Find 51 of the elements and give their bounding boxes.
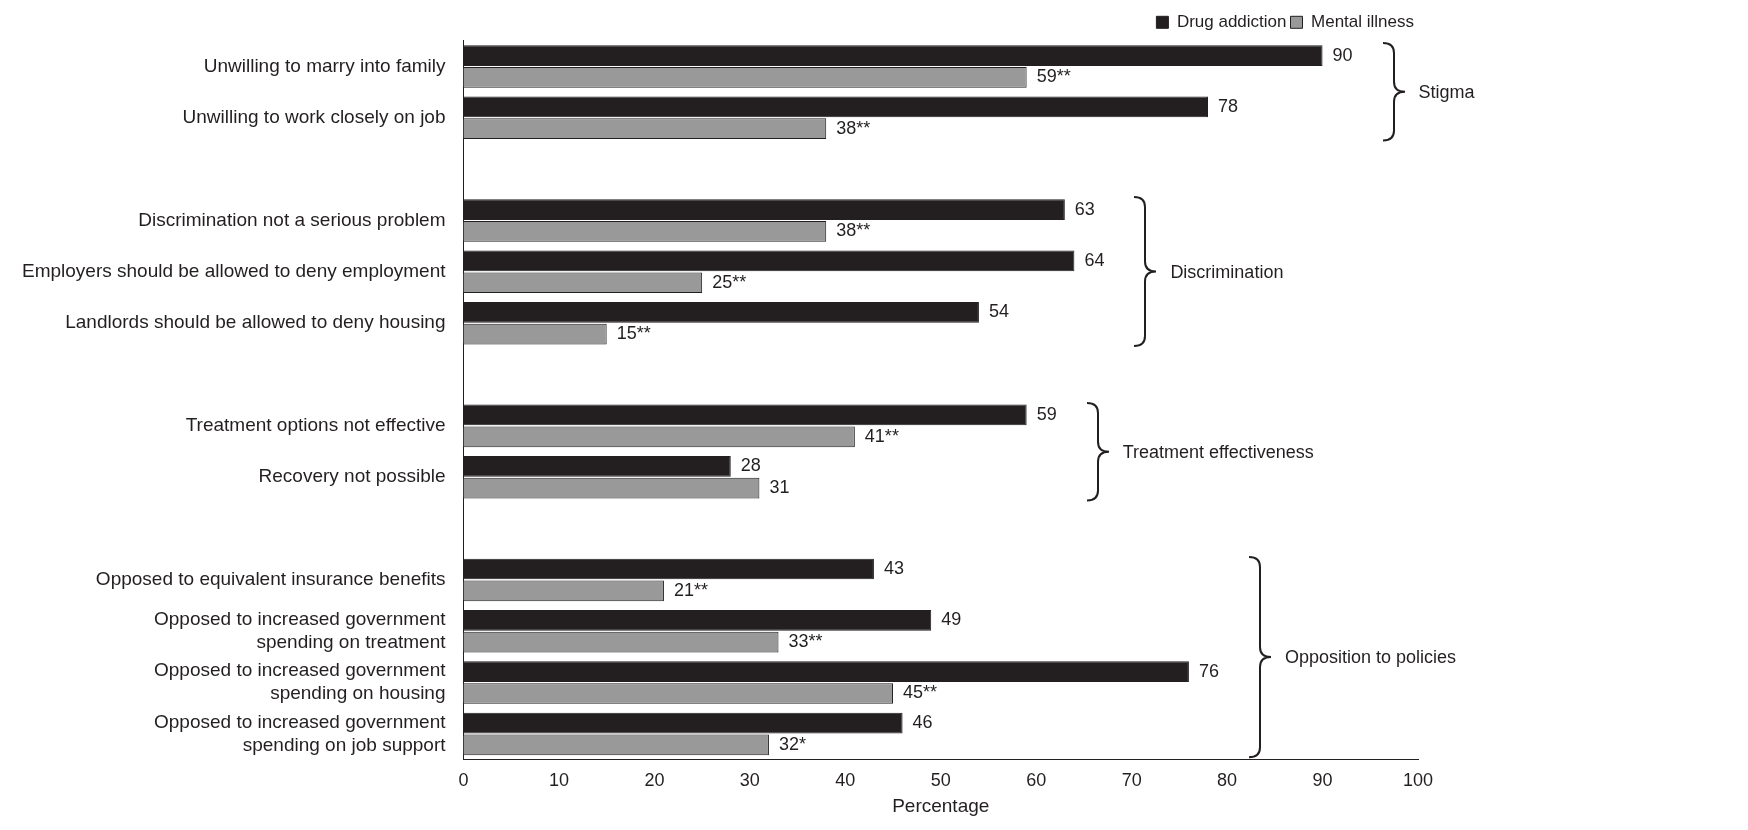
data-label: 54 [988,301,1009,322]
y-tick-label: Treatment options not effective [185,414,446,436]
data-label: 78 [1218,95,1239,116]
x-tick-label: 10 [548,770,569,791]
x-tick-label: 0 [458,770,469,791]
data-label: 76 [1198,660,1219,681]
data-label: 31 [769,477,790,498]
y-tick-label: Unwilling to work closely on job [182,106,446,128]
y-tick-label: Opposed to equivalent insurance benefits [95,568,446,590]
data-label: 46 [912,711,933,732]
x-tick-label: 90 [1312,770,1333,791]
legend-label: Mental illness [1311,11,1415,31]
y-tick-label: Landlords should be allowed to deny housing [65,311,446,333]
x-axis-title: Percentage [892,794,990,816]
data-label: 43 [883,557,904,578]
annotation: Discrimination [1170,261,1284,283]
y-tick-label: Opposed to increased government spending on job support [154,710,447,755]
data-label: 15** [616,323,651,344]
data-label: 59** [1036,66,1071,87]
y-tick-label: Recovery not possible [258,465,446,487]
x-tick-label: 20 [644,770,665,791]
data-label: 64 [1084,249,1105,270]
x-tick-label: 30 [739,770,760,791]
data-label: 38** [836,117,871,138]
data-label: 49 [941,609,962,630]
x-tick-label: 40 [835,770,856,791]
x-tick-label: 100 [1402,770,1434,791]
y-tick-label: Opposed to increased government spending on treatment [154,608,447,652]
annotation: Treatment effectiveness [1122,441,1314,463]
x-tick-label: 60 [1026,770,1047,791]
data-label: 21** [673,579,708,600]
data-label: 90 [1332,44,1353,65]
data-label: 38** [836,220,871,241]
data-label: 25** [712,271,747,292]
y-tick-label: Opposed to increased government spending on housing [154,659,447,704]
data-label: 33** [788,631,823,652]
data-label: 59 [1036,403,1057,424]
annotation: Stigma [1418,81,1475,103]
data-label: 45** [903,682,938,703]
x-tick-label: 50 [930,770,951,791]
annotation: Opposition to policies [1284,646,1457,668]
y-tick-label: Unwilling to marry into family [203,54,446,76]
x-tick-label: 80 [1217,770,1238,791]
y-tick-label: Discrimination not a serious problem [138,208,446,230]
data-label: 28 [740,455,761,476]
legend-label: Drug addiction [1176,11,1287,31]
data-label: 63 [1074,198,1095,219]
data-label: 41** [864,425,899,446]
y-tick-label: Employers should be allowed to deny employment [22,260,447,282]
data-label: 32* [778,733,806,754]
x-tick-label: 70 [1121,770,1142,791]
